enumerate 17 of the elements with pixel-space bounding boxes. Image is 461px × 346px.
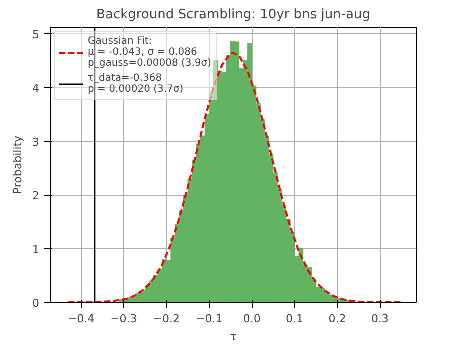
chart-title: Background Scrambling: 10yr bns jun-aug bbox=[96, 8, 370, 22]
x-tick-label: 0.2 bbox=[328, 312, 346, 326]
y-tick-label: 2 bbox=[32, 190, 40, 203]
x-tick-label: 0.3 bbox=[371, 312, 389, 326]
x-tick-label: 0.1 bbox=[286, 312, 304, 326]
x-tick-label: −0.1 bbox=[196, 312, 223, 326]
x-tick-label: −0.2 bbox=[153, 312, 180, 326]
x-axis-title: τ bbox=[230, 330, 238, 344]
x-tick-label: −0.3 bbox=[110, 312, 138, 326]
x-tick-label: 0.0 bbox=[243, 312, 261, 326]
x-tick-label: −0.4 bbox=[68, 312, 95, 326]
y-tick-label: 4 bbox=[32, 82, 40, 96]
y-tick-label: 3 bbox=[32, 136, 40, 149]
y-tick-label: 1 bbox=[32, 243, 40, 256]
y-axis-title: Probability bbox=[12, 135, 24, 194]
y-tick-label: 5 bbox=[32, 28, 40, 42]
y-tick-label: 0 bbox=[32, 297, 40, 310]
